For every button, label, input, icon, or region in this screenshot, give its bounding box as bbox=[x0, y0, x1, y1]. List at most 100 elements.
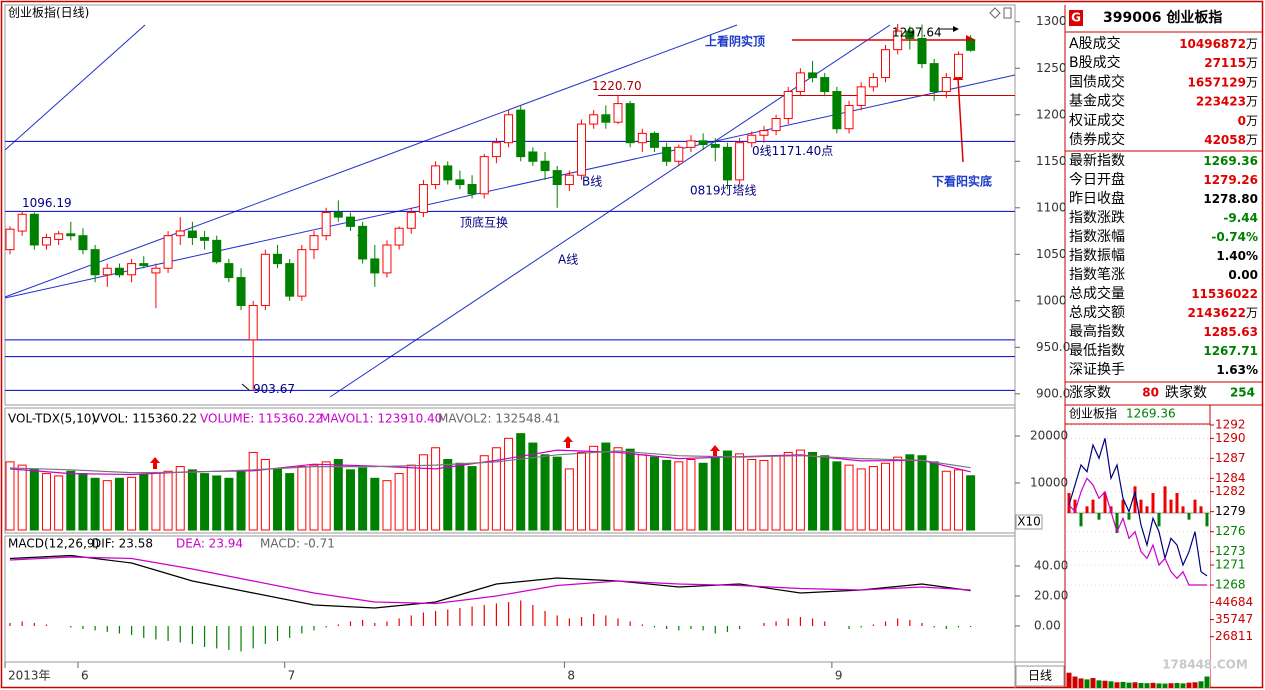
candle-body bbox=[953, 53, 963, 79]
candle-body bbox=[114, 267, 124, 276]
candle-body bbox=[893, 30, 903, 51]
mini-volume-bar bbox=[1144, 683, 1150, 688]
quote-label: 指数笔涨 bbox=[1069, 267, 1125, 283]
candle-body bbox=[856, 86, 866, 106]
volume-bar bbox=[212, 475, 222, 531]
icon-diamond[interactable] bbox=[989, 7, 1001, 19]
candle-body bbox=[589, 114, 599, 125]
quote-number: 1269.36 bbox=[1203, 154, 1258, 168]
candle-body bbox=[17, 213, 27, 232]
volume-bar bbox=[175, 466, 185, 531]
quote-value: 0.00 bbox=[1228, 268, 1258, 282]
quote-value: 223423万 bbox=[1196, 94, 1258, 108]
volume-header: VOLUME: 115360.22 bbox=[200, 412, 323, 426]
volume-bar bbox=[528, 442, 538, 531]
candle-body bbox=[273, 253, 283, 265]
volume-bar bbox=[455, 462, 465, 531]
mini-volume-bar bbox=[1180, 683, 1186, 688]
mini-last: 1269.36 bbox=[1126, 407, 1176, 421]
volume-bar bbox=[333, 459, 343, 531]
volume-bar bbox=[248, 451, 258, 531]
candle-body bbox=[382, 244, 392, 274]
candle-body bbox=[491, 142, 501, 158]
quote-number: 223423 bbox=[1196, 94, 1246, 108]
quote-number: 1267.71 bbox=[1203, 344, 1258, 358]
y-tick-label: 26811 bbox=[1215, 629, 1253, 643]
candle-body bbox=[175, 230, 185, 237]
mini-volume-bar bbox=[1108, 681, 1114, 688]
candle-body bbox=[674, 146, 684, 162]
volume-bar bbox=[90, 477, 100, 531]
annotation: 0819灯塔线 bbox=[690, 184, 757, 198]
candle-body bbox=[248, 304, 258, 341]
period-tab-label[interactable]: 日线 bbox=[1028, 669, 1052, 683]
candle-body bbox=[698, 140, 708, 146]
ma-line bbox=[9, 450, 971, 474]
candle-body bbox=[370, 258, 380, 274]
mini-volume-bar bbox=[1156, 683, 1162, 688]
watermark: 178448.COM bbox=[1162, 658, 1248, 672]
candle-body bbox=[564, 174, 574, 186]
candle-body bbox=[90, 249, 100, 276]
y-tick-label: 1050 bbox=[1036, 247, 1067, 261]
candle-body bbox=[941, 77, 951, 93]
quote-unit: 万 bbox=[1246, 113, 1258, 127]
volume-bar bbox=[516, 433, 526, 531]
volume-bar bbox=[309, 464, 319, 531]
chart-title: 创业板指(日线) bbox=[8, 5, 89, 20]
mini-volume-bar bbox=[1150, 682, 1156, 688]
x-tick-label: 9 bbox=[835, 669, 843, 683]
candle-body bbox=[455, 179, 465, 186]
mini-line bbox=[1068, 438, 1208, 577]
candle-body bbox=[224, 263, 234, 279]
volume-bar bbox=[102, 480, 112, 531]
mini-chart-bg bbox=[1067, 425, 1210, 688]
y-tick-label: 1273 bbox=[1215, 544, 1246, 558]
candle-body bbox=[649, 132, 659, 148]
quote-unit: 万 bbox=[1246, 94, 1258, 108]
volume-bar bbox=[844, 464, 854, 531]
level-label: 1096.19 bbox=[22, 196, 72, 210]
quote-unit: 万 bbox=[1246, 37, 1258, 51]
candle-body bbox=[881, 49, 891, 79]
quote-unit: 万 bbox=[1246, 133, 1258, 147]
volume-bar bbox=[41, 473, 51, 531]
quote-number: 1.40% bbox=[1216, 249, 1258, 263]
candle-body bbox=[625, 103, 635, 144]
volume-bar bbox=[868, 466, 878, 531]
quote-value: 1279.26 bbox=[1203, 173, 1258, 187]
volume-bar bbox=[698, 462, 708, 531]
y-tick-label: 20.00 bbox=[1034, 588, 1068, 602]
quote-number: 0 bbox=[1238, 113, 1246, 127]
volume-bar bbox=[260, 459, 270, 531]
candle-body bbox=[285, 263, 295, 297]
quote-number: -9.44 bbox=[1223, 211, 1258, 225]
candle-body bbox=[613, 103, 623, 123]
volume-bar bbox=[747, 459, 757, 531]
period-tab[interactable] bbox=[1015, 665, 1065, 687]
volume-bar bbox=[236, 470, 246, 531]
y-tick-label: 1100 bbox=[1036, 200, 1067, 214]
volume-bar bbox=[224, 477, 234, 531]
candle-body bbox=[832, 91, 842, 130]
candle-body bbox=[333, 211, 343, 218]
candle-body bbox=[297, 249, 307, 297]
y-tick-label: 1292 bbox=[1215, 418, 1246, 432]
candle-body bbox=[418, 184, 428, 213]
mini-volume-bar bbox=[1162, 683, 1168, 688]
candle-body bbox=[662, 146, 672, 162]
volume-bar bbox=[771, 455, 781, 531]
scale-box bbox=[1015, 514, 1043, 530]
quote-label: A股成交 bbox=[1069, 35, 1121, 52]
level-label: 903.67 bbox=[253, 382, 295, 396]
badge bbox=[1069, 10, 1083, 26]
signal-arrow bbox=[710, 445, 720, 457]
volume-header: MAVOL1: 123910.40 bbox=[320, 412, 442, 426]
quote-label: 最新指数 bbox=[1069, 153, 1125, 169]
candle-body bbox=[200, 237, 210, 241]
quote-number: 11536022 bbox=[1191, 287, 1258, 301]
mini-volume-bar bbox=[1120, 681, 1126, 688]
icon-window[interactable] bbox=[1003, 7, 1012, 19]
mini-line bbox=[1068, 477, 1207, 586]
